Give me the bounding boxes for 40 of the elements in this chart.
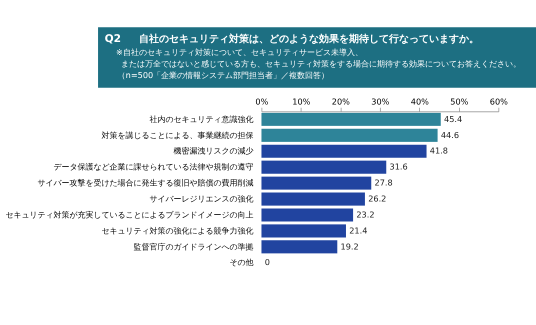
bar: [261, 208, 354, 222]
bar: [261, 144, 427, 158]
chart-title: 自社のセキュリティ対策は、どのような効果を期待して行なっていますか。: [138, 32, 479, 45]
text: （n=500「企業の情報システム部門担当者」／複数回答）: [118, 70, 330, 80]
data-label: 23.2: [356, 209, 375, 220]
bar: [261, 176, 372, 190]
x-tick-label: 40%: [410, 96, 430, 106]
bar: [261, 192, 365, 206]
y-tick-label: 社内のセキュリティ意識強化: [150, 114, 254, 124]
y-tick-label: 対策を講じることによる、事業継続の担保: [102, 130, 254, 140]
text: Q2: [104, 32, 121, 45]
y-tick-label: サイバーレジリエンスの強化: [150, 193, 254, 204]
data-label: 0: [264, 257, 270, 268]
data-label: 31.6: [390, 162, 408, 172]
data-label: 41.8: [430, 146, 448, 156]
data-label: 27.8: [374, 178, 393, 188]
x-tick-label: 0%: [255, 96, 269, 106]
bar: [261, 112, 441, 126]
data-label: 21.4: [349, 225, 368, 236]
x-tick-label: 60%: [490, 96, 508, 106]
y-tick-label: その他: [230, 257, 254, 268]
y-tick-label: 機密漏洩リスクの減少: [174, 146, 254, 156]
y-tick-label: サイバー攻撃を受けた場合に発生する復旧や賠償の費用削減: [38, 178, 254, 188]
bar: [261, 160, 386, 174]
bar: [261, 240, 338, 254]
bar: [261, 128, 438, 142]
y-tick-label: セキュリティ対策の強化による競争力強化: [102, 225, 254, 236]
y-tick-label: セキュリティ対策が充実していることによるブランドイメージの向上: [6, 209, 254, 220]
chart-subtitle: ※自社のセキュリティ対策について、セキュリティサービス未導入、または万全ではないと感じている方も、セキュリティ対策をする場合に期待する効果についてお答えください。: [116, 47, 521, 68]
y-tick-label: 監督官庁のガイドラインへの準拠: [134, 241, 254, 252]
y-tick-label: データ保護など企業に課せられている法律や規制の遵守: [54, 162, 254, 172]
x-tick-label: 20%: [332, 96, 350, 106]
data-label: 45.4: [444, 114, 462, 124]
bar: [261, 224, 346, 238]
data-label: 26.2: [368, 193, 386, 204]
data-label: 19.2: [340, 241, 359, 252]
x-tick-label: 30%: [371, 96, 390, 106]
x-tick-label: 50%: [450, 96, 469, 106]
data-label: 44.6: [440, 130, 460, 140]
x-tick-label: 10%: [292, 96, 311, 106]
